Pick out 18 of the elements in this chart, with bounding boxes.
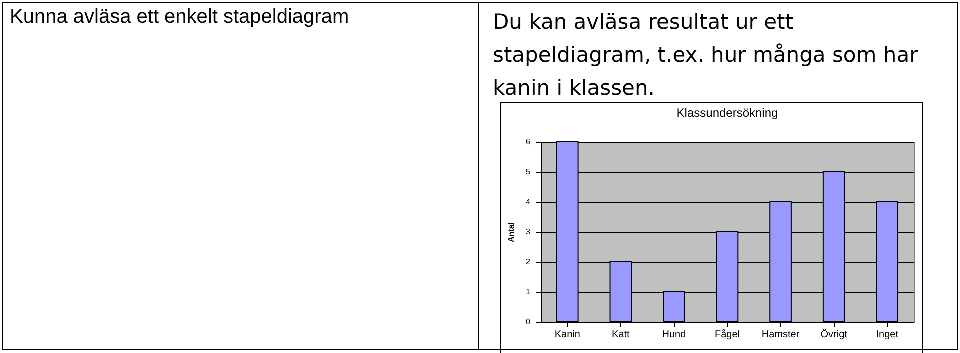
x-tick-label: Övrigt xyxy=(820,328,848,340)
y-tick-label: 6 xyxy=(526,138,532,146)
y-tick-label: 0 xyxy=(526,318,532,326)
x-tick-label: Katt xyxy=(612,330,630,340)
x-tick-label: Hamster xyxy=(762,330,800,340)
y-tick-label: 2 xyxy=(526,258,532,266)
x-tick-label: Inget xyxy=(876,330,899,340)
y-tick-label: 5 xyxy=(526,168,532,176)
chart-title: Klassundersökning xyxy=(676,106,778,120)
y-tick-label: 1 xyxy=(526,288,532,296)
text: Kunna avläsa ett enkelt stapeldiagram xyxy=(10,6,350,29)
y-axis-title: Antal xyxy=(507,222,516,242)
x-tick-label: Kanin xyxy=(554,330,580,340)
y-tick-label: 3 xyxy=(526,228,532,236)
y-tick-label: 4 xyxy=(526,198,532,206)
text: Du kan avläsa resultat ur ett stapeldiagram, t.ex. hur många som har kanin i klassen. xyxy=(493,9,920,102)
x-tick-label: Hund xyxy=(662,330,686,340)
x-tick-label: Fågel xyxy=(714,328,740,340)
